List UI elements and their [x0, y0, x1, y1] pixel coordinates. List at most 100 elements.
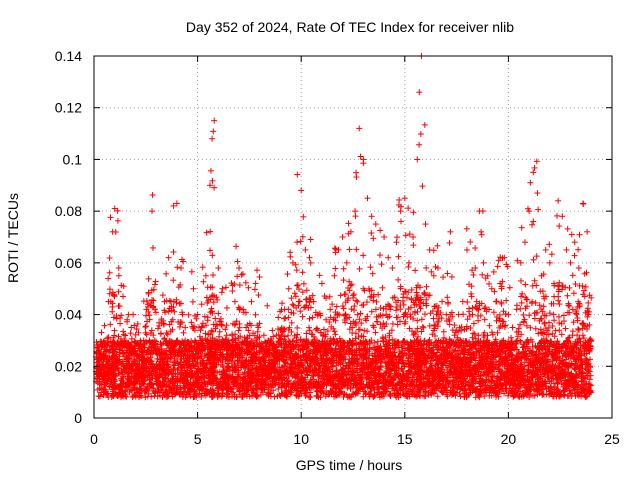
- data-point: [194, 311, 201, 318]
- data-point: [105, 275, 112, 282]
- data-point: [364, 195, 371, 202]
- data-point: [165, 254, 172, 261]
- data-point: [96, 393, 103, 400]
- data-point: [285, 332, 292, 339]
- data-point: [114, 364, 121, 371]
- data-point: [142, 323, 149, 330]
- data-point: [405, 205, 412, 212]
- data-point: [397, 218, 404, 225]
- data-point: [116, 353, 123, 360]
- data-point: [385, 254, 392, 261]
- data-point: [302, 246, 309, 253]
- data-point: [251, 286, 258, 293]
- data-point: [294, 239, 301, 246]
- data-point: [101, 364, 108, 371]
- data-point: [575, 265, 582, 272]
- data-point: [209, 272, 216, 279]
- data-point: [254, 267, 261, 274]
- data-point: [110, 338, 117, 345]
- data-point: [351, 307, 358, 314]
- data-point: [260, 332, 267, 339]
- data-point: [373, 298, 380, 305]
- data-point: [112, 382, 119, 389]
- data-point: [198, 301, 205, 308]
- data-point: [285, 306, 292, 313]
- data-point: [356, 125, 363, 132]
- data-point: [389, 265, 396, 272]
- data-point: [353, 297, 360, 304]
- data-point: [430, 315, 437, 322]
- data-point: [306, 299, 313, 306]
- data-point: [121, 387, 128, 394]
- data-point: [440, 274, 447, 281]
- data-point: [94, 359, 101, 366]
- data-point: [426, 322, 433, 329]
- data-point: [294, 282, 301, 289]
- data-point: [294, 324, 301, 331]
- data-point: [145, 275, 152, 282]
- data-point: [149, 191, 156, 198]
- data-point: [296, 298, 303, 305]
- data-point: [488, 285, 495, 292]
- data-point: [151, 281, 158, 288]
- data-point: [143, 323, 150, 330]
- data-point: [307, 259, 314, 266]
- data-point: [377, 227, 384, 234]
- data-point: [234, 258, 241, 265]
- data-point: [122, 332, 129, 339]
- data-point: [116, 303, 123, 310]
- data-point: [177, 300, 184, 307]
- data-point: [439, 298, 446, 305]
- data-point: [318, 280, 325, 287]
- data-point: [396, 196, 403, 203]
- data-point: [198, 323, 205, 330]
- data-point: [195, 324, 202, 331]
- data-point: [216, 328, 223, 335]
- data-point: [400, 301, 407, 308]
- data-point: [105, 334, 112, 341]
- data-point: [364, 328, 371, 335]
- data-point: [517, 259, 524, 266]
- data-point: [102, 377, 109, 384]
- data-point: [340, 277, 347, 284]
- data-point: [185, 311, 192, 318]
- data-point: [103, 341, 110, 348]
- data-point: [117, 343, 124, 350]
- chart-title: Day 352 of 2024, Rate Of TEC Index for r…: [186, 19, 514, 35]
- data-point: [294, 171, 301, 178]
- data-point: [118, 312, 125, 319]
- data-point: [111, 292, 118, 299]
- data-point: [289, 301, 296, 308]
- data-point: [393, 307, 400, 314]
- data-point: [406, 231, 413, 238]
- data-point: [306, 324, 313, 331]
- data-point: [101, 373, 108, 380]
- data-point: [120, 374, 127, 381]
- data-point: [233, 243, 240, 250]
- data-point: [116, 370, 123, 377]
- data-points: [93, 53, 595, 401]
- data-point: [584, 228, 591, 235]
- data-point: [236, 265, 243, 272]
- data-point: [472, 265, 479, 272]
- data-point: [422, 221, 429, 228]
- data-point: [252, 311, 259, 318]
- data-point: [115, 272, 122, 279]
- data-point: [423, 264, 430, 271]
- data-point: [386, 302, 393, 309]
- data-point: [209, 135, 216, 142]
- data-point: [281, 315, 288, 322]
- data-point: [215, 310, 222, 317]
- data-point: [102, 361, 109, 368]
- data-point: [354, 298, 361, 305]
- data-point: [284, 271, 291, 278]
- data-point: [357, 153, 364, 160]
- data-point: [102, 388, 109, 395]
- data-point: [110, 314, 117, 321]
- data-point: [212, 315, 219, 322]
- data-point: [170, 248, 177, 255]
- data-point: [326, 293, 333, 300]
- data-point: [434, 242, 441, 249]
- data-point: [111, 373, 118, 380]
- data-point: [430, 272, 437, 279]
